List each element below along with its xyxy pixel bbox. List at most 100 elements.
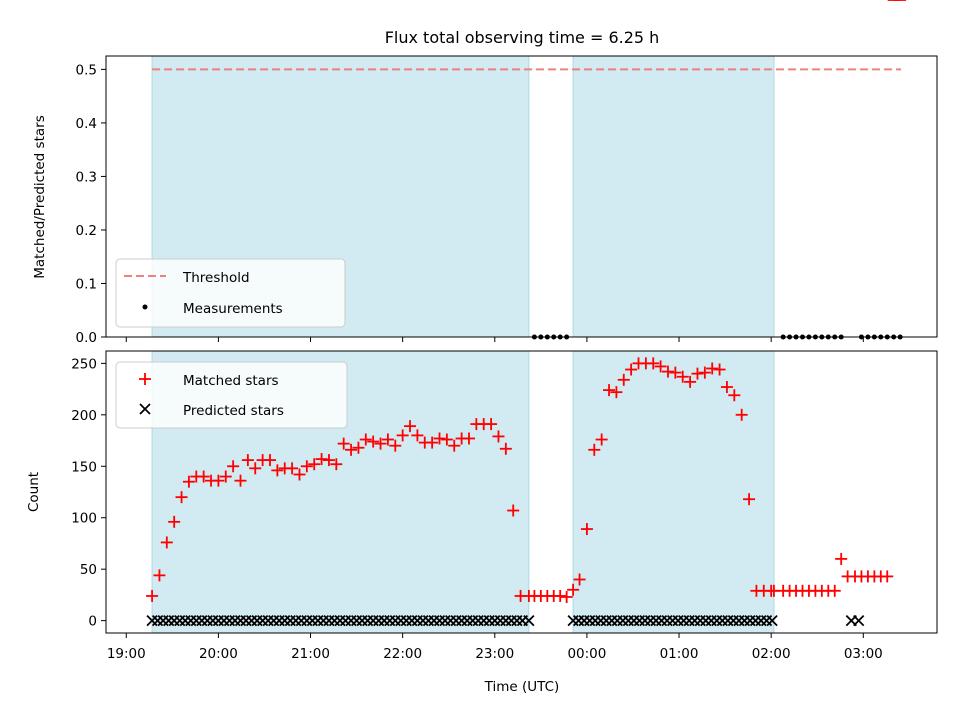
matched-star-point: [625, 363, 638, 376]
matched-star-point: [286, 462, 299, 475]
y-tick-label: 0.0: [76, 330, 97, 346]
predicted-star-point: [523, 615, 535, 627]
y-axis-label-bottom: Count: [26, 472, 42, 512]
matched-star-point: [227, 460, 240, 473]
chart-title: Flux total observing time = 6.25 h: [385, 28, 660, 47]
matched-star-point: [337, 437, 350, 450]
legend-measurements-swatch: [142, 304, 148, 310]
matched-star-point: [560, 590, 573, 603]
matched-star-point: [499, 442, 512, 455]
y-tick-label: 50: [80, 562, 97, 578]
y-tick-label: 0.4: [76, 116, 97, 132]
matched-star-point: [588, 443, 601, 456]
y-tick-label: 0: [88, 614, 97, 630]
predicted-star-point: [766, 615, 778, 627]
predicted-star-point: [853, 615, 865, 627]
matched-star-point: [507, 504, 520, 517]
matched-star-point: [330, 458, 343, 471]
y-axis-label-top: Matched/Predicted stars: [32, 115, 48, 278]
x-tick-label: 22:00: [383, 646, 422, 662]
matched-star-point: [322, 454, 335, 467]
matched-star-point: [263, 454, 276, 467]
matched-star-point: [271, 464, 284, 477]
shaded-interval-2: [572, 55, 775, 338]
matched-star-point: [359, 433, 372, 446]
matched-star-point: [835, 552, 848, 565]
matched-star-point: [440, 433, 453, 446]
matched-star-point: [308, 458, 321, 471]
x-tick-label: 01:00: [660, 646, 699, 662]
matched-star-point: [219, 470, 232, 483]
matched-star-point: [433, 432, 446, 445]
legend-box: [115, 258, 346, 328]
matched-star-point: [728, 389, 741, 402]
matched-star-point: [580, 523, 593, 536]
matched-star-point: [426, 436, 439, 449]
matched-star-point: [647, 357, 660, 370]
y-tick-label: 0.3: [76, 169, 97, 185]
matched-star-point: [197, 470, 210, 483]
matched-star-point: [234, 474, 247, 487]
matched-star-point: [315, 453, 328, 466]
y-tick-label: 0.5: [76, 62, 97, 78]
matched-star-point: [448, 439, 461, 452]
matched-star-point: [828, 584, 841, 597]
shaded-intervals: [151, 350, 775, 634]
matched-star-point: [293, 468, 306, 481]
x-tick-label: 00:00: [567, 646, 606, 662]
predicted-stars-points: [146, 615, 865, 627]
legend-predicted-label: Predicted stars: [183, 403, 284, 419]
y-axis-ticks-bottom: 0 50 100 150 200 250: [71, 356, 106, 630]
legend-measurements-label: Measurements: [183, 301, 283, 317]
matched-star-point: [389, 439, 402, 452]
legend-matched-swatch: [139, 373, 151, 385]
matched-star-point: [249, 462, 262, 475]
matched-star-point: [146, 589, 159, 602]
legend-threshold-label: Threshold: [182, 270, 250, 286]
matched-star-point: [610, 386, 623, 399]
x-axis-ticks-bottom: 19:00 20:00 21:00 22:00 23:00 00:00 01:00 02:00…: [107, 633, 883, 662]
matched-star-point: [713, 363, 726, 376]
y-tick-label: 250: [71, 356, 97, 372]
matched-star-point: [573, 573, 586, 586]
matched-star-point: [881, 570, 894, 583]
matched-star-point: [168, 515, 181, 528]
matched-star-point: [698, 366, 711, 379]
matched-star-point: [411, 429, 424, 442]
matched-star-point: [160, 536, 173, 549]
panel-ratio: 0.0 0.1 0.2 0.3 0.4 0.5 Flux total observing …: [32, 28, 938, 346]
panel-counts: 0 50 100 150 200 250 19:00 20:00 21:00 22:00 23:0…: [26, 0, 938, 695]
x-tick-label: 19:00: [107, 646, 146, 662]
shaded-interval-2: [572, 350, 775, 634]
y-tick-label: 200: [71, 408, 97, 424]
y-tick-label: 0.1: [76, 276, 97, 292]
matched-star-point: [669, 366, 682, 379]
x-tick-label: 21:00: [291, 646, 330, 662]
y-tick-label: 150: [71, 459, 97, 475]
matched-star-point: [691, 367, 704, 380]
legend-matched-label: Matched stars: [183, 373, 279, 389]
matched-star-point: [485, 418, 498, 431]
matched-star-point: [743, 493, 756, 506]
matched-star-point: [595, 433, 608, 446]
matched-star-point: [554, 589, 567, 602]
x-tick-label: 02:00: [752, 646, 791, 662]
x-tick-label: 03:00: [844, 646, 883, 662]
legend-bottom: Matched stars Predicted stars: [115, 361, 348, 429]
matched-star-point: [175, 491, 188, 504]
matched-star-point: [706, 362, 719, 375]
y-tick-label: 100: [71, 511, 97, 527]
matched-star-point: [661, 365, 674, 378]
y-tick-label: 0.2: [76, 223, 97, 239]
matched-star-point: [404, 420, 417, 433]
matched-star-point: [381, 433, 394, 446]
y-axis-ticks-top: 0.0 0.1 0.2 0.3 0.4 0.5: [76, 62, 106, 346]
matched-star-point: [352, 441, 365, 454]
matched-star-point: [676, 370, 689, 383]
matched-star-point: [345, 443, 358, 456]
x-tick-label: 20:00: [199, 646, 238, 662]
matched-star-point: [735, 408, 748, 421]
legend-top: Threshold Measurements: [115, 258, 346, 328]
matched-star-point: [367, 435, 380, 448]
